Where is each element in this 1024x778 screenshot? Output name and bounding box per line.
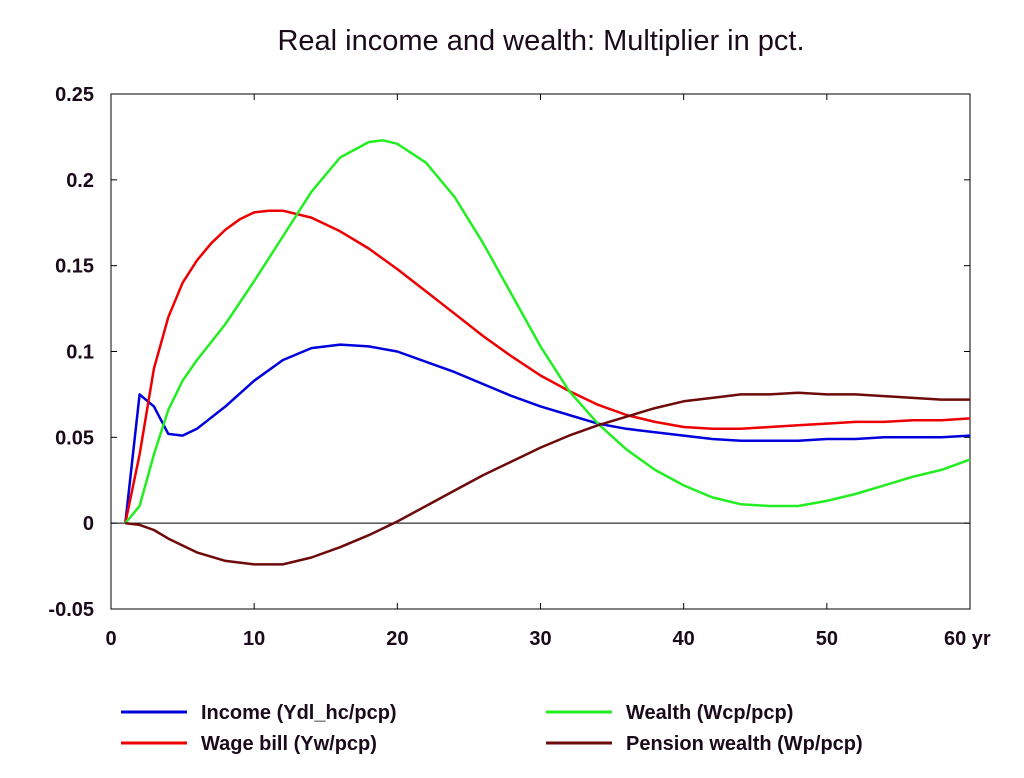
y-tick-label: 0.05 [55, 427, 94, 449]
x-tick-label: 50 [816, 628, 838, 650]
y-tick-label: -0.05 [48, 599, 94, 621]
x-tick-label: 40 [673, 628, 695, 650]
legend-label-0: Income (Ydl_hc/pcp) [201, 702, 397, 724]
x-tick-label: 60 yr [944, 628, 991, 650]
x-tick-label: 10 [243, 628, 265, 650]
chart-title: Real income and wealth: Multiplier in pc… [277, 25, 804, 57]
y-tick-label: 0.25 [55, 84, 94, 106]
x-tick-label: 30 [529, 628, 551, 650]
series-layer [124, 139, 971, 566]
x-tick-label: 20 [386, 628, 408, 650]
axes: -0.05 0 0.05 0.1 0.15 0.2 0.25 0 10 20 30 40 50 60 yr [48, 84, 991, 650]
legend-label-2: Wealth (Wcp/pcp) [626, 702, 793, 724]
x-tick-label: 0 [105, 628, 116, 650]
legend: Income (Ydl_hc/pcp) Wage bill (Yw/pcp) Wea… [121, 702, 863, 755]
y-tick-label: 0.1 [66, 342, 94, 364]
y-tick-label: 0.2 [66, 170, 94, 192]
series-line-2 [124, 139, 971, 524]
y-tick-label: 0 [83, 513, 94, 535]
series-line-0 [124, 343, 971, 524]
legend-label-1: Wage bill (Yw/pcp) [201, 733, 377, 755]
y-tick-label: 0.15 [55, 256, 94, 278]
series-line-1 [124, 209, 971, 524]
legend-label-3: Pension wealth (Wp/pcp) [626, 733, 863, 755]
series-line-3 [125, 391, 970, 566]
plot-frame [110, 93, 971, 610]
